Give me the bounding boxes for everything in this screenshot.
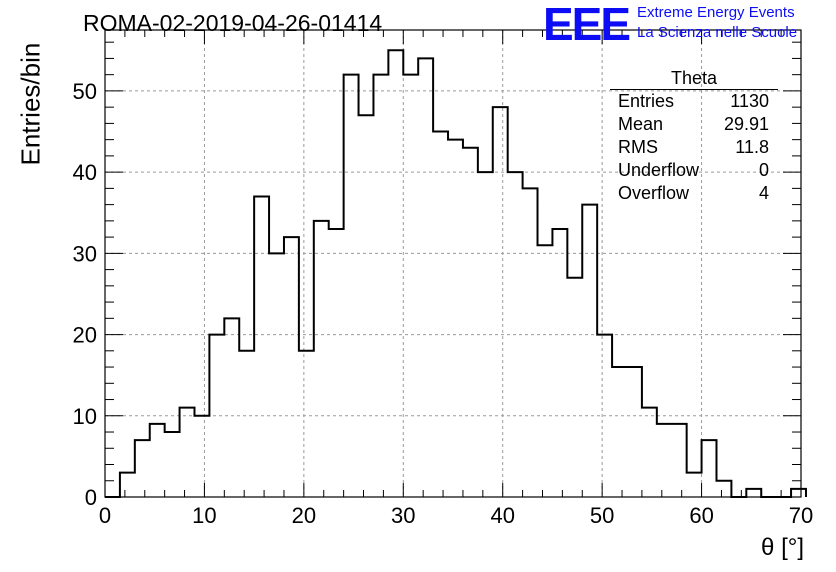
x-axis-label: θ [°] — [761, 534, 804, 561]
stats-row-entries: Entries 1130 — [610, 90, 778, 113]
histogram-bin — [612, 367, 627, 497]
histogram-bin — [150, 424, 165, 497]
chart-title: ROMA-02-2019-04-26-01414 — [83, 10, 383, 36]
stats-row-rms: RMS 11.8 — [610, 136, 778, 159]
histogram-bin — [120, 473, 135, 497]
stats-value: 11.8 — [735, 137, 769, 157]
histogram-bin — [493, 107, 508, 497]
histogram-bin — [180, 408, 195, 497]
histogram-bin — [344, 75, 359, 497]
histogram-bin — [373, 75, 388, 497]
x-tick-label: 0 — [99, 503, 111, 528]
stats-row-mean: Mean 29.91 — [610, 113, 778, 136]
histogram-bin — [299, 351, 314, 497]
x-tick-label: 40 — [490, 503, 514, 528]
histogram-bin — [209, 335, 224, 497]
histogram-bin — [165, 432, 180, 497]
histogram-bin — [702, 440, 717, 497]
histogram-bin — [687, 473, 702, 497]
y-tick-label: 10 — [73, 404, 97, 429]
histogram-bin — [552, 229, 567, 497]
y-axis-label: Entries/bin — [15, 42, 46, 166]
stats-row-overflow: Overflow 4 — [610, 182, 778, 205]
histogram-bin — [791, 489, 806, 497]
histogram-bin — [388, 50, 403, 497]
stats-value: 29.91 — [723, 114, 769, 134]
y-tick-label: 50 — [73, 79, 97, 104]
stats-value: 1130 — [730, 91, 769, 111]
histogram-bin — [329, 229, 344, 497]
x-tick-label: 10 — [192, 503, 216, 528]
histogram-bin — [672, 424, 687, 497]
stats-label: Overflow — [618, 183, 690, 203]
y-tick-label: 40 — [73, 160, 97, 185]
histogram-bin — [314, 221, 329, 497]
y-tick-label: 20 — [73, 323, 97, 348]
x-tick-label: 60 — [689, 503, 713, 528]
histogram-bin — [254, 196, 269, 497]
histogram-bin — [523, 188, 538, 497]
stats-value: 4 — [758, 183, 769, 203]
stats-label: RMS — [618, 137, 658, 157]
histogram-bin — [716, 481, 731, 497]
stats-title: Theta — [610, 68, 778, 90]
histogram-bin — [657, 424, 672, 497]
x-tick-label: 70 — [789, 503, 813, 528]
plot-frame — [104, 29, 802, 498]
histogram-bin — [582, 205, 597, 497]
stats-label: Entries — [618, 91, 675, 111]
x-tick-label: 30 — [391, 503, 415, 528]
x-tick-label: 20 — [292, 503, 316, 528]
histogram-bin — [239, 351, 254, 497]
histogram-bin — [194, 416, 209, 497]
histogram-bin — [746, 489, 761, 497]
histogram-steps — [105, 49, 807, 498]
logo-line-2: La Scienza nelle Scuole — [637, 24, 798, 41]
histogram-bin — [403, 75, 418, 497]
histogram-bin — [224, 318, 239, 497]
stats-label: Mean — [618, 114, 664, 134]
histogram-bin — [567, 278, 582, 497]
histogram-bin — [642, 408, 657, 497]
stats-value: 0 — [758, 160, 769, 180]
x-tick-label: 50 — [590, 503, 614, 528]
logo-line-1: Extreme Energy Events — [637, 4, 795, 21]
histogram-bin — [284, 237, 299, 497]
histogram-bin — [135, 440, 150, 497]
histogram-bin — [538, 245, 553, 497]
y-tick-label: 0 — [85, 485, 97, 510]
y-tick-label: 30 — [73, 241, 97, 266]
histogram-bin — [463, 148, 478, 497]
histogram-bin — [269, 253, 284, 497]
histogram-bin — [433, 132, 448, 497]
histogram-bin — [418, 58, 433, 497]
histogram-bin — [448, 140, 463, 497]
eee-logo: EEE — [543, 0, 631, 50]
stats-box: Theta Entries 1130 Mean 29.91 RMS 11.8 U… — [610, 68, 778, 205]
stats-row-underflow: Underflow 0 — [610, 159, 778, 182]
stats-label: Underflow — [618, 160, 700, 180]
histogram-bin — [627, 367, 642, 497]
